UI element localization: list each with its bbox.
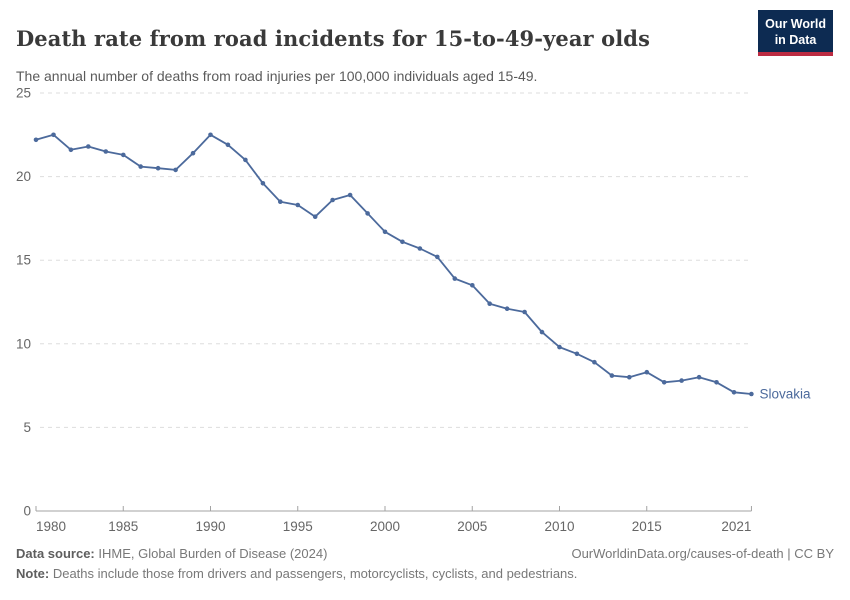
data-point[interactable]: [173, 167, 178, 173]
owid-logo-line1: Our World: [765, 17, 826, 31]
data-point[interactable]: [103, 149, 109, 154]
entity-label[interactable]: Slovakia: [759, 386, 811, 401]
data-point[interactable]: [539, 329, 545, 335]
data-point[interactable]: [330, 197, 335, 203]
data-point[interactable]: [68, 147, 74, 153]
data-point[interactable]: [33, 137, 39, 143]
note-line: Note: Deaths include those from drivers …: [16, 566, 834, 581]
data-point[interactable]: [504, 306, 510, 311]
data-point[interactable]: [86, 144, 91, 149]
data-source-label: Data source:: [16, 546, 95, 561]
data-point[interactable]: [592, 359, 597, 365]
data-source-text: IHME, Global Burden of Disease (2024): [94, 546, 328, 561]
note-label: Note:: [16, 566, 50, 581]
x-tick-label: 2010: [544, 519, 574, 534]
x-tick-label: 1985: [108, 519, 138, 534]
data-point[interactable]: [644, 369, 650, 375]
data-point[interactable]: [714, 380, 719, 385]
x-tick-label: 1990: [195, 519, 225, 534]
data-point[interactable]: [749, 391, 754, 397]
data-point[interactable]: [627, 374, 632, 380]
data-point[interactable]: [435, 254, 440, 260]
data-point[interactable]: [661, 380, 667, 385]
chart-footer: Data source: IHME, Global Burden of Dise…: [16, 546, 834, 581]
note-text: Deaths include those from drivers and pa…: [49, 566, 578, 581]
y-tick-label: 5: [23, 420, 31, 435]
data-point[interactable]: [295, 202, 301, 208]
data-point[interactable]: [312, 214, 318, 219]
chart-canvas[interactable]: 0 5 10 15 20 25 1980 1985 1990 1995 2000 2005 2010 20…: [0, 78, 850, 542]
data-point[interactable]: [696, 374, 702, 380]
data-point[interactable]: [522, 309, 527, 315]
data-point[interactable]: [121, 152, 126, 158]
x-tick-label: 2005: [457, 519, 487, 534]
data-point[interactable]: [365, 211, 370, 216]
data-point[interactable]: [190, 150, 196, 156]
y-tick-label: 20: [16, 169, 31, 184]
data-point[interactable]: [487, 301, 493, 306]
data-point[interactable]: [731, 390, 737, 395]
x-tick-label: 2015: [632, 519, 662, 534]
data-line[interactable]: [35, 133, 752, 395]
data-point[interactable]: [208, 132, 213, 138]
x-tick-label: 2021: [721, 519, 751, 534]
data-point[interactable]: [278, 199, 283, 204]
y-tick-label: 10: [16, 336, 31, 351]
owid-cc-link[interactable]: OurWorldinData.org/causes-of-death | CC …: [571, 546, 834, 561]
data-source-line: Data source: IHME, Global Burden of Dise…: [16, 546, 327, 561]
data-point[interactable]: [260, 181, 266, 186]
y-tick-label: 25: [16, 86, 31, 101]
x-tick-label: 2000: [370, 519, 400, 534]
data-point[interactable]: [400, 239, 405, 245]
data-point[interactable]: [225, 142, 231, 148]
data-point[interactable]: [155, 165, 161, 171]
data-point[interactable]: [347, 192, 353, 198]
data-point[interactable]: [138, 164, 143, 169]
page-title: Death rate from road incidents for 15-to…: [16, 26, 651, 52]
data-point[interactable]: [51, 132, 56, 138]
data-point[interactable]: [470, 283, 475, 288]
data-point[interactable]: [243, 157, 248, 163]
data-point[interactable]: [679, 378, 684, 383]
owid-logo[interactable]: Our World in Data: [758, 10, 833, 56]
x-tick-label: 1995: [283, 519, 313, 534]
data-point[interactable]: [609, 373, 615, 378]
data-point[interactable]: [417, 246, 423, 251]
data-point[interactable]: [382, 229, 388, 235]
x-tick-label: 1980: [36, 519, 66, 534]
data-point[interactable]: [557, 344, 562, 350]
y-tick-label: 15: [16, 253, 31, 268]
data-point[interactable]: [574, 351, 580, 357]
owid-logo-line2: in Data: [774, 33, 817, 47]
data-point[interactable]: [452, 276, 458, 281]
y-tick-label: 0: [23, 504, 31, 519]
chart-subtitle: The annual number of deaths from road in…: [16, 68, 538, 84]
